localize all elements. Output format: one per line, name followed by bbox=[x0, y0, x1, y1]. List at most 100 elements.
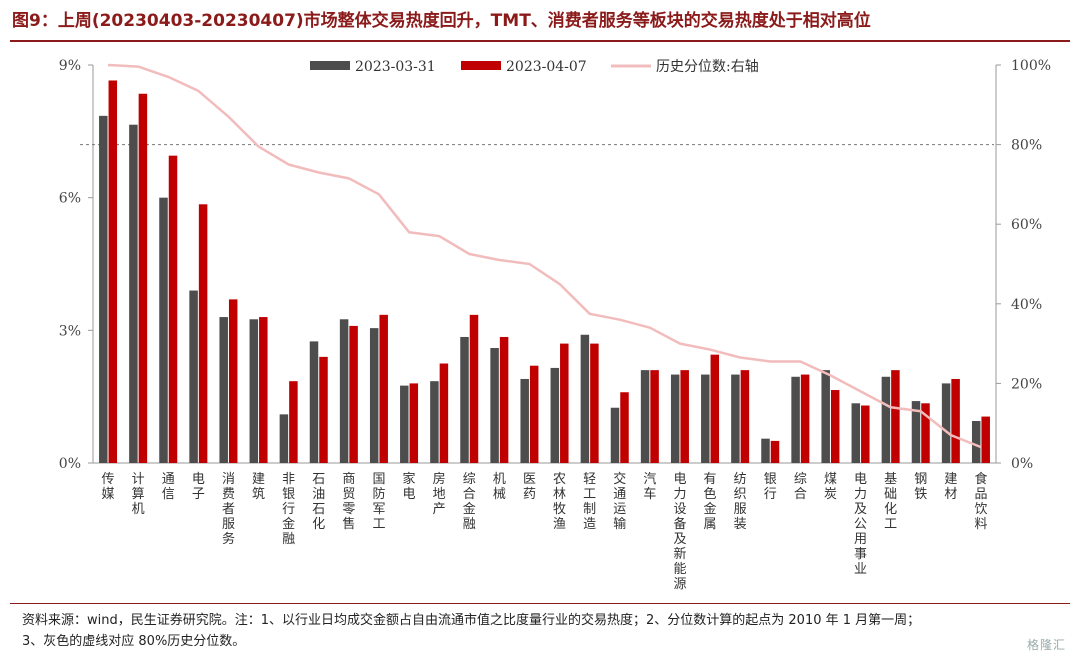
x-tick-label: 煤炭 bbox=[824, 472, 837, 502]
legend-label-2023-03-31: 2023-03-31 bbox=[355, 59, 436, 75]
legend-label-percentile: 历史分位数:右轴 bbox=[656, 59, 759, 75]
x-tick-label: 消费者服务 bbox=[222, 472, 235, 547]
bar-2023-04-07 bbox=[740, 370, 750, 463]
bar-2023-04-07 bbox=[439, 363, 449, 463]
bar-2023-04-07 bbox=[469, 314, 479, 463]
bar-2023-04-07 bbox=[409, 383, 419, 463]
bar-2023-03-31 bbox=[339, 319, 349, 463]
x-tick-label: 石油石化 bbox=[312, 472, 325, 532]
bar-2023-04-07 bbox=[379, 314, 388, 463]
bar-2023-03-31 bbox=[580, 334, 590, 463]
left-tick-label: 9% bbox=[59, 58, 81, 74]
percentile-line bbox=[107, 63, 982, 449]
bar-2023-03-31 bbox=[460, 336, 469, 463]
bar-2023-03-31 bbox=[640, 370, 650, 463]
bar-2023-03-31 bbox=[971, 420, 981, 463]
x-tick-label: 非银行金融 bbox=[282, 472, 295, 547]
x-tick-label: 电力设备及新能源 bbox=[673, 472, 686, 592]
x-tick-label: 纺织服装 bbox=[734, 472, 747, 532]
bar-2023-03-31 bbox=[219, 317, 228, 463]
left-tick-label: 0% bbox=[59, 456, 81, 472]
x-tick-label: 有色金属 bbox=[704, 472, 717, 532]
bar-2023-04-07 bbox=[228, 299, 238, 463]
bar-2023-03-31 bbox=[821, 370, 830, 463]
x-tick-label: 家电 bbox=[403, 471, 416, 502]
bar-2023-03-31 bbox=[911, 401, 921, 463]
bar-2023-04-07 bbox=[349, 325, 358, 463]
bar-2023-03-31 bbox=[520, 378, 529, 463]
bar-2023-04-07 bbox=[259, 317, 268, 463]
bar-2023-04-07 bbox=[590, 343, 599, 463]
left-tick-label: 6% bbox=[59, 191, 81, 207]
x-tick-label: 轻工制造 bbox=[583, 472, 596, 532]
bar-2023-03-31 bbox=[701, 374, 710, 463]
bar-2023-04-07 bbox=[499, 336, 509, 463]
x-tick-label: 电力及公用事业 bbox=[854, 472, 867, 577]
legend-swatch-2023-04-07 bbox=[461, 61, 501, 70]
bar-2023-04-07 bbox=[770, 440, 780, 463]
footnote-line-2: 3、灰色的虚线对应 80%历史分位数。 bbox=[22, 634, 246, 649]
x-tick-label: 食品饮料 bbox=[974, 471, 987, 532]
legend-swatch-2023-03-31 bbox=[310, 61, 350, 70]
bar-2023-03-31 bbox=[279, 414, 289, 463]
bar-2023-04-07 bbox=[289, 381, 298, 463]
bar-2023-04-07 bbox=[680, 370, 689, 463]
title-divider bbox=[10, 40, 1070, 42]
x-tick-label: 汽车 bbox=[643, 472, 656, 502]
bar-2023-04-07 bbox=[168, 155, 178, 463]
watermark-logo: 格隆汇 bbox=[1026, 638, 1066, 652]
bar-2023-04-07 bbox=[921, 403, 930, 463]
bar-2023-03-31 bbox=[610, 407, 620, 463]
bar-2023-03-31 bbox=[99, 115, 108, 463]
right-tick-label: 80% bbox=[1011, 138, 1042, 154]
x-tick-label: 农林牧渔 bbox=[553, 472, 566, 532]
bar-2023-03-31 bbox=[670, 374, 680, 463]
bar-2023-04-07 bbox=[108, 80, 118, 463]
x-tick-label: 建筑 bbox=[252, 472, 265, 502]
bar-2023-04-07 bbox=[620, 392, 629, 463]
x-tick-label: 基础化工 bbox=[884, 472, 897, 532]
bar-2023-03-31 bbox=[550, 367, 560, 463]
bar-2023-03-31 bbox=[189, 290, 198, 463]
bar-2023-04-07 bbox=[800, 374, 810, 463]
bar-2023-04-07 bbox=[560, 343, 569, 463]
right-tick-label: 0% bbox=[1011, 456, 1033, 472]
bar-2023-04-07 bbox=[198, 204, 208, 464]
x-tick-label: 商贸零售 bbox=[342, 472, 355, 532]
x-tick-label: 医药 bbox=[523, 472, 536, 502]
x-tick-label: 钢铁 bbox=[914, 472, 927, 502]
bar-2023-04-07 bbox=[319, 356, 328, 463]
bar-2023-04-07 bbox=[710, 354, 720, 463]
bar-2023-03-31 bbox=[309, 341, 319, 463]
bar-2023-03-31 bbox=[490, 348, 499, 463]
x-tick-label: 计算机 bbox=[132, 472, 145, 517]
bar-2023-03-31 bbox=[791, 376, 800, 463]
bar-2023-04-07 bbox=[830, 390, 840, 463]
bar-2023-04-07 bbox=[891, 370, 900, 463]
bar-2023-03-31 bbox=[369, 328, 379, 463]
x-tick-label: 传媒 bbox=[102, 472, 115, 502]
x-tick-label: 建材 bbox=[944, 472, 957, 502]
bar-2023-03-31 bbox=[941, 383, 951, 463]
bar-2023-03-31 bbox=[851, 403, 861, 463]
x-tick-label: 综合金融 bbox=[463, 472, 476, 532]
bar-2023-03-31 bbox=[129, 124, 138, 463]
x-tick-label: 通信 bbox=[162, 472, 175, 502]
x-tick-label: 交通运输 bbox=[613, 471, 626, 532]
bar-2023-03-31 bbox=[731, 374, 740, 463]
bar-2023-03-31 bbox=[761, 438, 770, 463]
x-tick-label: 房地产 bbox=[433, 471, 446, 517]
right-tick-label: 20% bbox=[1011, 376, 1042, 392]
bar-2023-03-31 bbox=[159, 197, 168, 463]
right-tick-label: 40% bbox=[1011, 297, 1042, 313]
right-tick-label: 100% bbox=[1011, 58, 1051, 74]
x-tick-label: 综合 bbox=[794, 472, 807, 502]
x-tick-label: 机械 bbox=[493, 472, 506, 502]
footnote-divider bbox=[10, 603, 1070, 604]
left-tick-label: 3% bbox=[59, 323, 81, 339]
x-tick-label: 电子 bbox=[192, 472, 205, 502]
bar-2023-03-31 bbox=[881, 376, 891, 463]
footnote-line-1: 资料来源：wind，民生证券研究院。注：1、以行业日均成交金额占自由流通市值之比… bbox=[22, 613, 921, 628]
bar-2023-04-07 bbox=[951, 378, 960, 463]
